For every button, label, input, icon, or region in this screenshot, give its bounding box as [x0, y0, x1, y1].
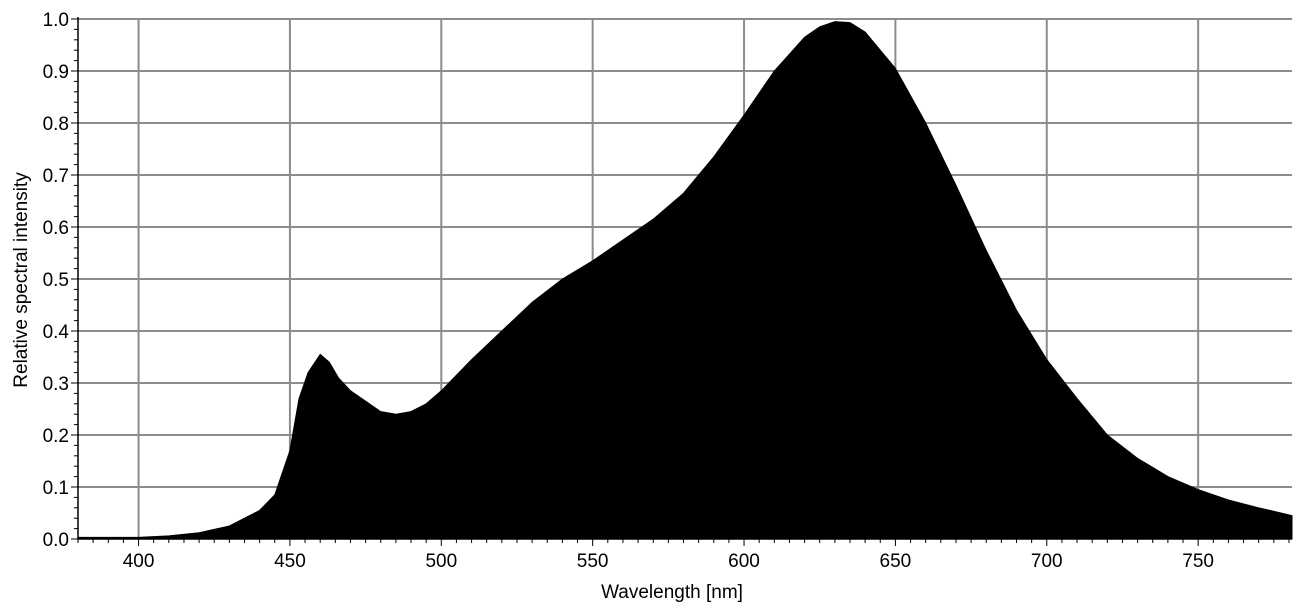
x-tick-label: 600: [728, 551, 760, 572]
y-tick-label: 1.0: [43, 10, 69, 31]
x-tick-label: 750: [1182, 551, 1214, 572]
y-axis-title: Relative spectral intensity: [11, 172, 32, 388]
axes: [71, 17, 1292, 546]
x-tick-label: 700: [1031, 551, 1063, 572]
y-tick-label: 0.5: [43, 270, 69, 291]
x-tick-label: 550: [577, 551, 609, 572]
series-area-layer: [77, 21, 1293, 540]
y-tick-label: 0.6: [43, 218, 69, 239]
x-tick-labels: 400 450 500 550 600 650 700 750: [123, 551, 1214, 572]
x-tick-label: 450: [274, 551, 306, 572]
x-tick-label: 650: [880, 551, 912, 572]
y-tick-label: 0.0: [43, 530, 69, 551]
y-tick-label: 0.4: [43, 322, 70, 343]
y-tick-label: 0.9: [43, 62, 69, 83]
x-tick-label: 400: [123, 551, 155, 572]
x-axis-title: Wavelength [nm]: [601, 582, 743, 603]
x-tick-label: 500: [425, 551, 457, 572]
y-tick-label: 0.8: [43, 114, 69, 135]
y-tick-label: 0.3: [43, 374, 69, 395]
y-tick-labels: 0.0 0.1 0.2 0.3 0.4 0.5 0.6 0.7 0.8 0.9 1.0: [43, 10, 70, 551]
y-tick-label: 0.1: [43, 478, 69, 499]
y-tick-label: 0.2: [43, 426, 69, 447]
spectrum-area: [77, 21, 1293, 540]
y-tick-label: 0.7: [43, 166, 69, 187]
